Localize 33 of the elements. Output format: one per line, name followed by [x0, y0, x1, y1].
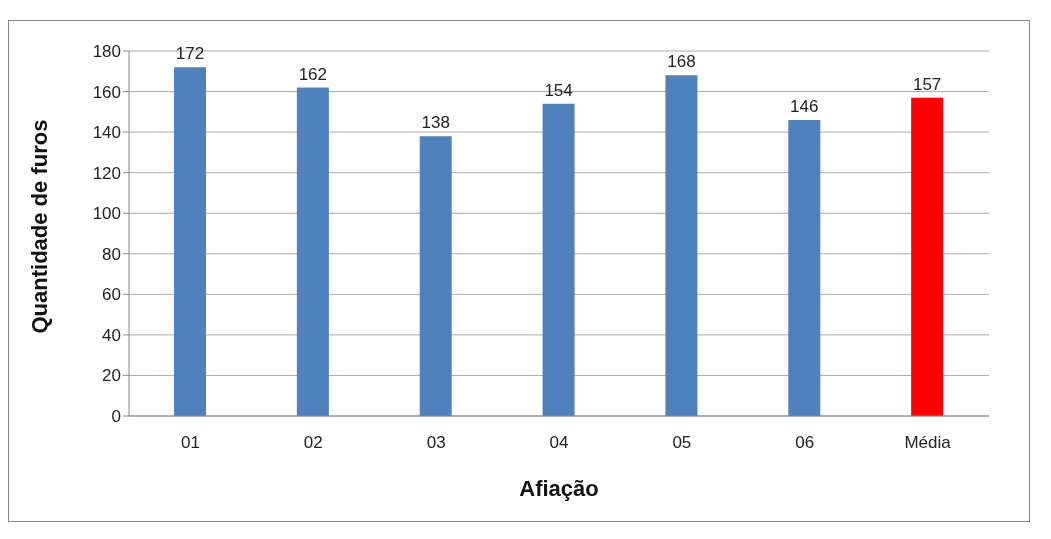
y-tick-label: 0	[111, 407, 121, 427]
y-tick-label: 80	[102, 244, 121, 264]
bar	[911, 97, 944, 416]
data-label: 154	[544, 80, 573, 100]
bar	[665, 75, 698, 416]
y-tick-label: 120	[92, 163, 121, 183]
x-tick-label: 02	[303, 433, 323, 453]
bar	[788, 119, 821, 416]
data-label: 146	[790, 96, 819, 116]
data-label: 162	[298, 64, 328, 84]
data-label: 157	[912, 74, 942, 94]
y-tick-label: 40	[102, 325, 121, 345]
bar	[174, 67, 206, 416]
y-tick-label: 100	[92, 204, 121, 224]
x-tick-label: 04	[549, 433, 569, 453]
y-tick-label: 160	[92, 82, 121, 102]
y-tick-label: 180	[92, 42, 121, 62]
x-tick-label: 06	[795, 433, 815, 453]
y-axis-title: Quantidade de furos	[26, 119, 52, 334]
y-tick-label: 60	[102, 285, 121, 305]
bar	[542, 103, 575, 416]
y-tick-label: 140	[92, 123, 121, 143]
y-tick-label: 20	[102, 366, 121, 386]
x-tick-label: 01	[180, 433, 200, 453]
bar	[419, 136, 452, 416]
x-tick-label: 05	[672, 433, 692, 453]
x-tick-label: Média	[904, 433, 952, 453]
data-label: 138	[421, 113, 450, 133]
x-tick-label: 03	[426, 433, 446, 453]
bar	[296, 87, 329, 416]
x-axis-title: Afiação	[519, 476, 599, 501]
data-label: 168	[667, 52, 696, 72]
data-label: 172	[175, 44, 205, 64]
